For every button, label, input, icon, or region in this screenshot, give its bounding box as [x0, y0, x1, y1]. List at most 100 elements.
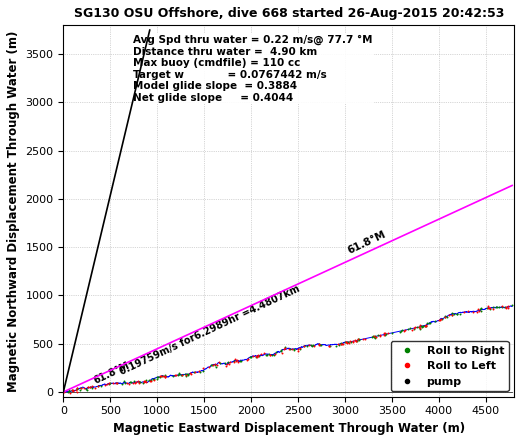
Point [421, 322, 430, 329]
Point [141, 378, 150, 385]
Point [315, 342, 323, 349]
Point [265, 350, 274, 357]
Point [300, 343, 308, 350]
Point [85, 384, 94, 391]
Point [404, 325, 412, 332]
Point [504, 302, 513, 309]
Point [435, 316, 443, 324]
Point [280, 345, 289, 352]
Point [161, 372, 169, 379]
Point [296, 345, 304, 352]
Point [486, 305, 494, 312]
Point [175, 370, 183, 377]
Point [260, 350, 268, 357]
Point [436, 316, 444, 323]
Point [300, 343, 308, 350]
Point [455, 311, 464, 318]
Point [437, 316, 445, 323]
Point [65, 387, 73, 394]
Point [288, 346, 296, 353]
Point [106, 379, 114, 386]
Point [158, 373, 166, 380]
Point [209, 362, 217, 369]
Point [448, 311, 456, 318]
Point [183, 370, 191, 377]
Point [101, 381, 109, 389]
Point [73, 385, 82, 392]
Point [415, 324, 423, 331]
Point [69, 388, 77, 395]
X-axis label: Magnetic Eastward Displacement Through Water (m): Magnetic Eastward Displacement Through W… [113, 422, 465, 435]
Point [97, 382, 105, 389]
Point [316, 341, 324, 348]
Point [278, 349, 287, 356]
Point [271, 349, 280, 356]
Point [266, 352, 275, 359]
Point [341, 339, 350, 346]
Point [418, 323, 426, 330]
Point [153, 375, 161, 382]
Point [293, 347, 302, 354]
Point [73, 389, 81, 396]
Point [68, 387, 76, 394]
Point [422, 321, 430, 328]
Point [395, 328, 404, 335]
Point [349, 339, 357, 346]
Point [216, 359, 225, 366]
Point [131, 379, 139, 386]
Point [141, 377, 150, 384]
Point [113, 380, 121, 387]
Point [269, 351, 278, 358]
Point [161, 372, 169, 379]
Point [339, 340, 347, 347]
Point [249, 352, 257, 359]
Point [184, 371, 192, 378]
Point [94, 382, 103, 389]
Point [230, 356, 239, 363]
Point [177, 371, 185, 378]
Point [425, 319, 433, 326]
Point [369, 333, 378, 340]
Point [182, 373, 190, 380]
Point [477, 304, 486, 311]
Point [84, 383, 93, 390]
Point [342, 339, 350, 346]
Point [191, 369, 199, 376]
Point [474, 306, 482, 313]
Legend: Roll to Right, Roll to Left, pump: Roll to Right, Roll to Left, pump [391, 341, 508, 391]
Point [315, 341, 323, 348]
Point [430, 317, 439, 324]
Point [254, 352, 262, 359]
Point [325, 342, 333, 349]
Point [243, 357, 251, 364]
Point [145, 377, 154, 384]
Point [369, 332, 377, 339]
Point [426, 320, 435, 327]
Point [423, 320, 431, 327]
Point [406, 325, 415, 332]
Point [326, 343, 334, 350]
Point [230, 358, 238, 365]
Point [77, 385, 85, 392]
Point [257, 350, 265, 357]
Point [332, 343, 340, 350]
Point [410, 325, 418, 332]
Point [94, 383, 103, 390]
Point [286, 346, 294, 353]
Point [344, 339, 352, 346]
Point [135, 379, 143, 386]
Point [492, 303, 500, 310]
Point [184, 371, 192, 378]
Point [230, 358, 238, 366]
Point [211, 360, 219, 367]
Point [349, 338, 357, 345]
Point [307, 342, 316, 349]
Point [380, 330, 389, 337]
Point [233, 356, 241, 363]
Point [407, 326, 416, 333]
Point [441, 313, 449, 320]
Point [464, 308, 472, 315]
Point [199, 367, 207, 374]
Point [130, 378, 138, 385]
Point [82, 385, 90, 392]
